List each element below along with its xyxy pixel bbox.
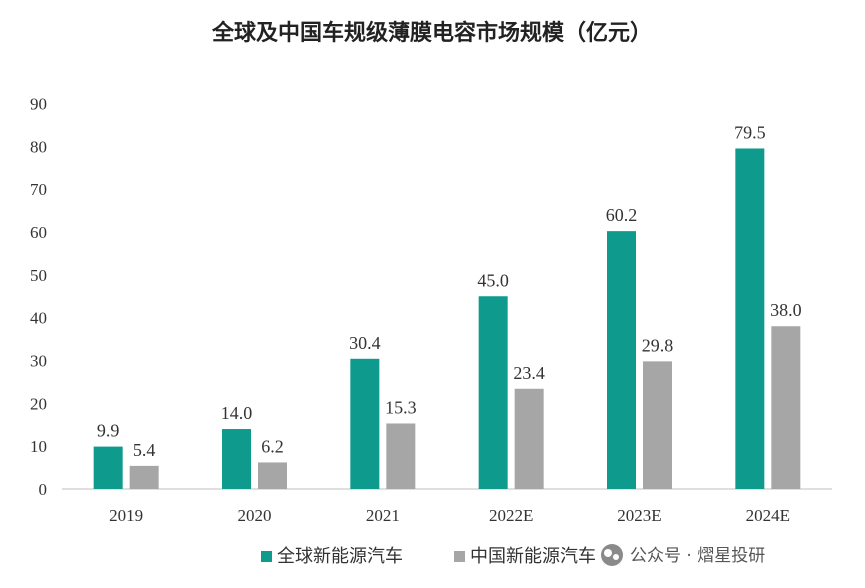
data-label-china-2021: 15.3	[385, 397, 417, 417]
data-label-global-2019: 9.9	[97, 421, 120, 441]
x-tick-label: 2023E	[617, 506, 661, 525]
x-tick-label: 2024E	[746, 506, 790, 525]
data-label-global-2020: 14.0	[221, 403, 253, 423]
data-label-global-2021: 30.4	[349, 333, 381, 353]
x-tick-label: 2021	[366, 506, 400, 525]
bar-global-2020	[222, 429, 251, 489]
watermark-text: 公众号 · 熠星投研	[630, 546, 765, 566]
legend-label-china: 中国新能源汽车	[470, 546, 596, 567]
bar-global-2023E	[607, 231, 636, 490]
data-label-china-2024E: 38.0	[770, 300, 802, 320]
data-label-global-2024E: 79.5	[734, 122, 766, 142]
bars: 9.9 14.0 30.4 45.0 60.2 79.5 5.4 6.2 15.3 23.4 29.…	[93, 122, 802, 490]
wechat-icon	[601, 544, 623, 566]
y-tick-label: 60	[30, 223, 47, 242]
x-tick-label: 2019	[109, 506, 143, 525]
legend-label-global: 全球新能源汽车	[277, 546, 403, 567]
data-label-global-2022E: 45.0	[477, 270, 509, 290]
legend-swatch-china	[454, 551, 465, 562]
data-label-global-2023E: 60.2	[606, 205, 638, 225]
x-tick-label: 2020	[238, 506, 272, 525]
bar-china-2024E	[771, 326, 801, 489]
bar-china-2021	[386, 423, 416, 489]
bar-china-2022E	[514, 388, 544, 489]
bar-global-2022E	[478, 296, 508, 489]
y-tick-label: 90	[30, 95, 47, 114]
y-tick-label: 30	[30, 352, 47, 371]
bar-global-2019	[93, 446, 123, 489]
data-label-china-2022E: 23.4	[513, 363, 545, 383]
data-label-china-2020: 6.2	[261, 436, 284, 456]
x-axis: 2019 2020 2021 2022E 2023E 2024E	[109, 506, 790, 525]
chart-title: 全球及中国车规级薄膜电容市场规模（亿元）	[211, 20, 652, 46]
data-label-china-2023E: 29.8	[642, 335, 674, 355]
y-tick-label: 50	[30, 266, 47, 285]
bar-china-2020	[258, 462, 287, 489]
data-label-china-2019: 5.4	[133, 440, 156, 460]
y-tick-label: 20	[30, 394, 47, 413]
x-tick-label: 2022E	[489, 506, 533, 525]
bar-global-2021	[350, 358, 380, 489]
y-tick-label: 40	[30, 309, 47, 328]
y-tick-label: 80	[30, 137, 47, 156]
y-axis: 0 10 20 30 40 50 60 70 80 90	[30, 95, 47, 500]
y-tick-label: 10	[30, 437, 47, 456]
bar-china-2023E	[643, 361, 672, 489]
y-tick-label: 0	[39, 480, 48, 499]
wechat-icon-bubble-small	[613, 554, 619, 560]
wechat-icon-bubble	[604, 549, 612, 557]
watermark: 公众号 · 熠星投研	[601, 544, 765, 566]
bar-china-2019	[129, 465, 159, 489]
legend-swatch-global	[261, 551, 272, 562]
legend: 全球新能源汽车 中国新能源汽车	[261, 546, 596, 567]
bar-global-2024E	[735, 148, 765, 489]
y-tick-label: 70	[30, 180, 47, 199]
